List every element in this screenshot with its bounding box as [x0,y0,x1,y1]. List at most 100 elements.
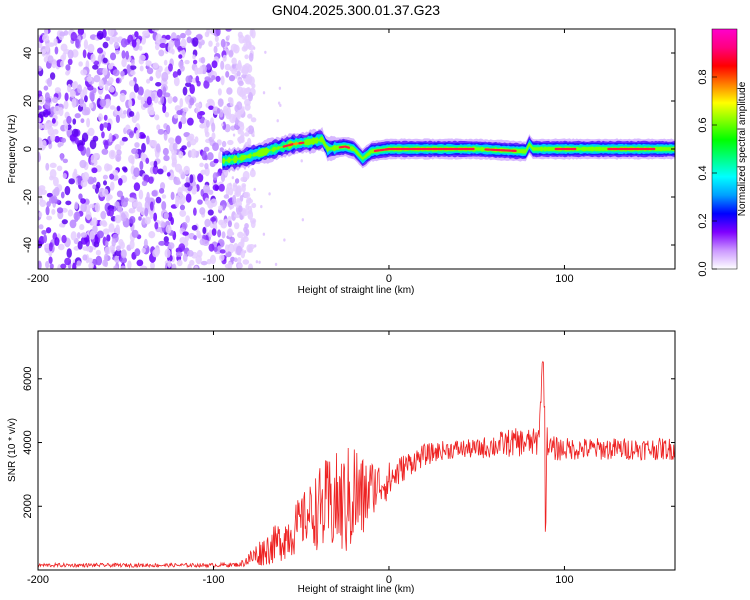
noise-blob [229,236,236,244]
noise-blob [238,80,244,86]
noise-blob [139,160,144,171]
noise-blob [227,261,233,269]
noise-blob [92,135,99,142]
noise-blob [232,194,237,204]
noise-blob [62,158,68,164]
noise-blob [231,176,235,180]
top-x-tick-label: -200 [27,273,49,285]
noise-blob [102,67,108,76]
noise-blob [174,180,181,186]
noise-blob [179,199,184,206]
noise-blob [61,137,67,143]
noise-blob [159,37,167,44]
noise-blob [38,117,42,123]
bottom-y-tick-label: 4000 [22,430,34,454]
noise-blob [105,36,111,42]
noise-blob [47,55,54,64]
noise-blob [139,265,148,269]
noise-blob [244,132,250,137]
noise-blob [211,132,216,140]
noise-blob [54,46,59,55]
noise-blob [225,70,230,78]
colorbar: 0.0 0.2 0.4 0.6 0.8 Normalized spectral ampl… [697,28,748,277]
noise-blob [185,75,192,84]
noise-blob [268,192,271,196]
noise-blob [160,95,165,105]
noise-blob [237,256,242,264]
noise-blob [60,43,68,52]
noise-blob [153,160,158,168]
noise-blob [41,230,47,235]
noise-blob [209,254,216,265]
noise-blob [58,243,65,251]
noise-blob [165,34,171,40]
noise-blob [86,76,93,83]
noise-blob [38,224,44,230]
spectral-line-core [293,142,300,146]
noise-blob [245,74,250,82]
noise-blob [186,117,194,126]
noise-blob [301,218,305,222]
noise-blob [258,260,261,264]
bottom-x-tick-label: -100 [202,574,224,586]
noise-blob [104,84,109,91]
noise-blob [252,133,255,138]
noise-blob [240,250,246,259]
noise-blob [148,176,154,184]
noise-blob [130,70,136,76]
noise-blob [213,45,218,54]
noise-blob [149,76,154,82]
noise-blob [69,219,77,229]
noise-blob [45,260,50,269]
noise-blob [157,128,165,135]
noise-blob [97,54,102,65]
noise-blob [49,263,54,269]
noise-blob [192,54,196,60]
noise-blob [83,39,89,50]
noise-blob [98,79,104,90]
noise-blob [141,142,146,153]
noise-blob [125,50,130,60]
noise-blob [148,231,156,239]
noise-blob [255,260,259,264]
noise-blob [238,205,243,213]
noise-blob [80,69,88,76]
noise-blob [128,80,136,87]
noise-blob [217,88,222,96]
noise-blob [249,169,256,178]
noise-blob [164,111,170,118]
noise-blob [131,114,138,124]
noise-blob [41,139,47,149]
noise-blob [111,238,116,247]
noise-blob [155,143,161,153]
noise-blob [41,34,50,42]
colorbar-tick-label: 0.0 [697,261,709,276]
noise-blob [85,246,91,252]
noise-blob [134,153,139,160]
noise-blob [247,113,253,119]
noise-blob [72,118,77,125]
noise-blob [248,52,254,62]
noise-blob [92,64,99,70]
noise-blob [91,167,98,174]
noise-blob [133,167,140,178]
chart-title: GN04.2025.300.01.37.G23 [272,2,440,18]
noise-blob [67,83,72,93]
noise-blob [44,101,51,110]
noise-blob [120,265,126,269]
noise-blob [253,187,256,191]
noise-blob [161,200,167,211]
noise-blob [151,140,158,148]
noise-blob [51,208,56,215]
noise-blob [138,189,144,200]
spectral-line-core [338,145,345,149]
noise-blob [99,220,104,226]
snr-frame [37,330,676,571]
noise-blob [155,196,162,204]
noise-blob [38,185,46,191]
noise-blob [204,162,209,170]
noise-blob [140,151,146,161]
noise-blob [112,69,120,77]
